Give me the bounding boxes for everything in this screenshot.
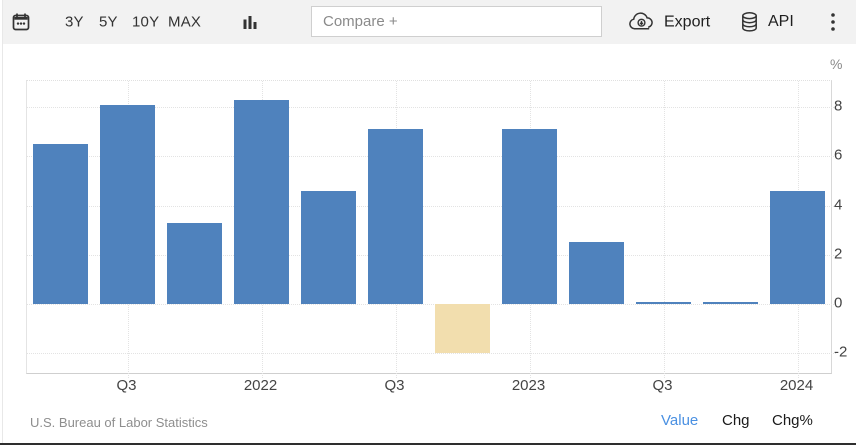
api-label: API	[768, 13, 794, 30]
bar[interactable]	[703, 301, 758, 304]
y-axis-label: 6	[834, 146, 843, 164]
kebab-menu-button[interactable]	[827, 12, 839, 33]
bar[interactable]	[770, 190, 825, 304]
export-button[interactable]: Export	[627, 12, 710, 33]
chg-tab[interactable]: Chg	[722, 412, 750, 429]
bar-chart-icon	[243, 16, 257, 29]
database-icon	[742, 12, 757, 32]
bar[interactable]	[100, 104, 155, 304]
y-gridline	[27, 107, 836, 109]
y-gridline	[27, 353, 836, 355]
range-button-10y[interactable]: 10Y	[132, 13, 160, 31]
y-axis-label: 8	[834, 97, 843, 115]
bar[interactable]	[569, 242, 624, 304]
source-attribution: U.S. Bureau of Labor Statistics	[30, 415, 208, 430]
api-button[interactable]: API	[739, 11, 794, 33]
y-axis-label: 4	[834, 196, 843, 214]
range-button-max[interactable]: MAX	[168, 13, 202, 31]
calendar-icon	[12, 13, 30, 31]
x-axis-label: 2023	[511, 377, 546, 394]
calendar-button[interactable]	[10, 11, 32, 33]
bar[interactable]	[636, 301, 691, 304]
toolbar: 3Y 5Y 10Y MAX Export	[3, 0, 856, 44]
y-axis-label: 0	[834, 294, 843, 312]
chart-type-button[interactable]	[242, 13, 258, 31]
value-tab[interactable]: Value	[661, 412, 699, 429]
bar[interactable]	[368, 129, 423, 304]
range-button-3y[interactable]: 3Y	[65, 13, 84, 31]
x-axis-label: Q3	[116, 377, 137, 394]
bar[interactable]	[167, 222, 222, 304]
x-gridline	[663, 81, 665, 378]
y-gridline	[27, 254, 836, 256]
y-gridline	[27, 304, 836, 305]
bar[interactable]	[502, 129, 557, 304]
bar[interactable]	[33, 143, 88, 304]
bar[interactable]	[301, 190, 356, 304]
chg-percent-tab[interactable]: Chg%	[772, 412, 813, 429]
x-axis-label: Q3	[652, 377, 673, 394]
y-axis-label: -2	[834, 343, 848, 361]
cloud-download-icon	[629, 12, 653, 30]
bottom-divider	[0, 443, 856, 445]
x-axis-label: Q3	[384, 377, 405, 394]
export-label: Export	[664, 13, 711, 30]
compare-input[interactable]	[311, 6, 602, 37]
y-gridline	[27, 205, 836, 207]
left-border	[2, 0, 3, 445]
kebab-menu-icon	[831, 13, 835, 31]
bar[interactable]	[234, 99, 289, 304]
y-gridline	[27, 156, 836, 158]
y-axis-label: 2	[834, 245, 843, 263]
y-axis-unit-label: %	[830, 56, 843, 72]
bar[interactable]	[435, 304, 490, 354]
range-button-5y[interactable]: 5Y	[99, 13, 118, 31]
x-axis-label: 2022	[243, 377, 278, 394]
chart-plot-area	[26, 80, 836, 378]
x-axis-label: 2024	[779, 377, 814, 394]
